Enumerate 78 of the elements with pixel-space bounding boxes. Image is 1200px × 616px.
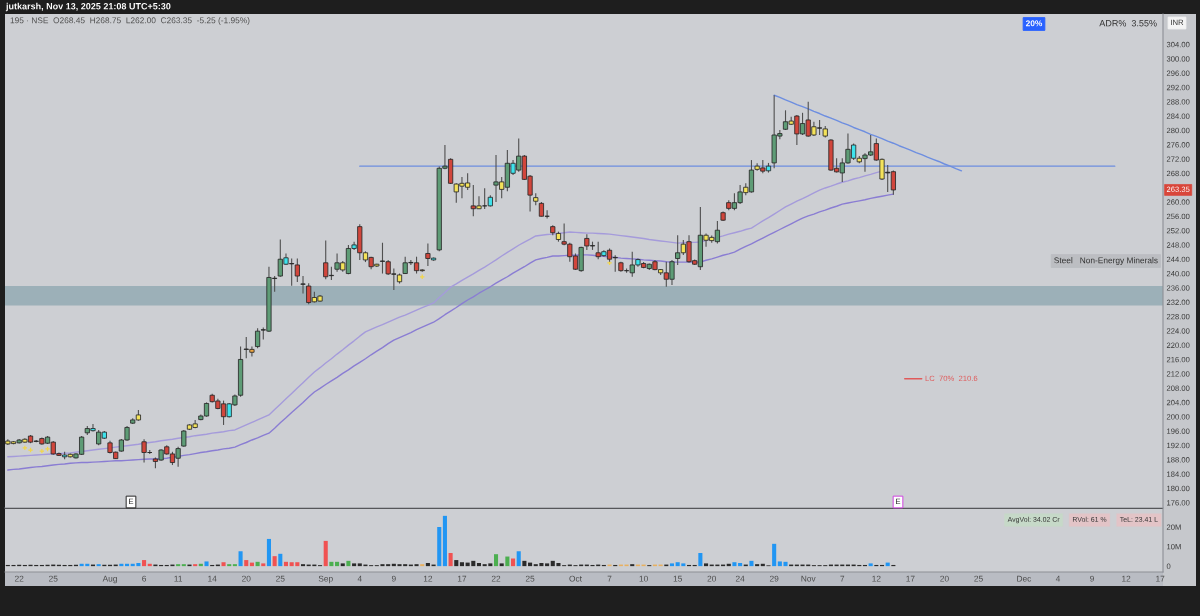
x-tick-label: 4 (1055, 575, 1061, 582)
bar (442, 515, 447, 567)
bar (448, 553, 453, 567)
bar (704, 563, 709, 567)
x-tick-label: 9 (1090, 575, 1094, 582)
bar (516, 551, 521, 567)
x-tick-label: 24 (735, 575, 745, 582)
point (27, 447, 34, 453)
bar (272, 556, 277, 567)
bar (749, 560, 754, 567)
bar (772, 543, 777, 567)
bar (352, 563, 357, 567)
bar (323, 540, 328, 567)
x-tick-label: 20 (242, 575, 251, 582)
bar (204, 561, 209, 567)
annotation: ADR% 3.55% (1099, 20, 1157, 27)
bar (476, 563, 482, 567)
x-tick-label: 17 (457, 575, 467, 582)
x-tick-label: 12 (872, 575, 881, 582)
bar (545, 563, 550, 567)
bar (244, 560, 249, 567)
x-tick-label: 6 (142, 575, 147, 582)
x-tick-label: 17 (1156, 575, 1165, 582)
x-tick-label: Aug (102, 575, 117, 584)
bar (868, 563, 873, 567)
x-tick-label: Sep (318, 575, 333, 584)
x-tick-label: Dec (1017, 575, 1032, 582)
bar (437, 527, 442, 567)
bar (266, 538, 271, 567)
bar (238, 551, 243, 567)
bar (511, 558, 516, 567)
x-tick-label: Nov (801, 575, 816, 582)
annotation: Steel Non-Energy Minerals (1054, 257, 1158, 265)
annotation: 20% (1025, 20, 1043, 27)
x-tick-label: 25 (49, 575, 58, 582)
bar (505, 556, 510, 567)
x-tick-label: 9 (391, 575, 396, 582)
chart-title: 195 · NSE O268.45 H268.75 L262.00 C263.35 -5.25 (-1.95%) (10, 17, 250, 25)
x-tick-label: 4 (357, 575, 362, 582)
x-tick-label: 10 (639, 575, 648, 582)
point (39, 448, 45, 454)
bar (669, 563, 675, 567)
x-tick-label: 15 (673, 575, 682, 582)
candlestick (300, 275, 306, 295)
bar (425, 563, 430, 567)
bar (340, 563, 345, 567)
x-tick-label: 29 (769, 575, 779, 582)
x-tick-label: 25 (525, 575, 535, 582)
x-tick-label: 22 (491, 575, 501, 582)
x-tick-label: 22 (14, 575, 24, 582)
x-tick-label: 20 (707, 575, 717, 582)
x-tick-label: 14 (208, 575, 217, 582)
bar (499, 563, 504, 567)
bar (459, 562, 464, 567)
candlestick (255, 327, 261, 349)
bar (221, 562, 226, 567)
point (44, 446, 51, 452)
x-tick-label: 7 (840, 575, 845, 582)
bar (278, 553, 283, 567)
bar (698, 553, 703, 567)
bar (346, 560, 351, 567)
x-tick-label: 20 (940, 575, 949, 582)
bar (732, 562, 737, 567)
x-tick-label: 7 (607, 575, 612, 582)
x-tick-label: 12 (1122, 575, 1131, 582)
bar (738, 563, 743, 567)
x-tick-label: 17 (906, 575, 915, 582)
x-tick-label: 11 (174, 575, 183, 582)
text: jutkarsh, Nov 13, 2025 21:08 UTC+5:30 (5, 2, 171, 12)
bar (261, 563, 266, 567)
x-tick-label: 25 (974, 575, 983, 582)
x-tick-label: 25 (276, 575, 285, 582)
bar (522, 560, 527, 567)
x-tick-label: 12 (423, 575, 433, 582)
bar (142, 560, 147, 567)
bar (454, 560, 459, 567)
x-tick-label: Oct (569, 575, 582, 582)
bar (493, 554, 499, 567)
